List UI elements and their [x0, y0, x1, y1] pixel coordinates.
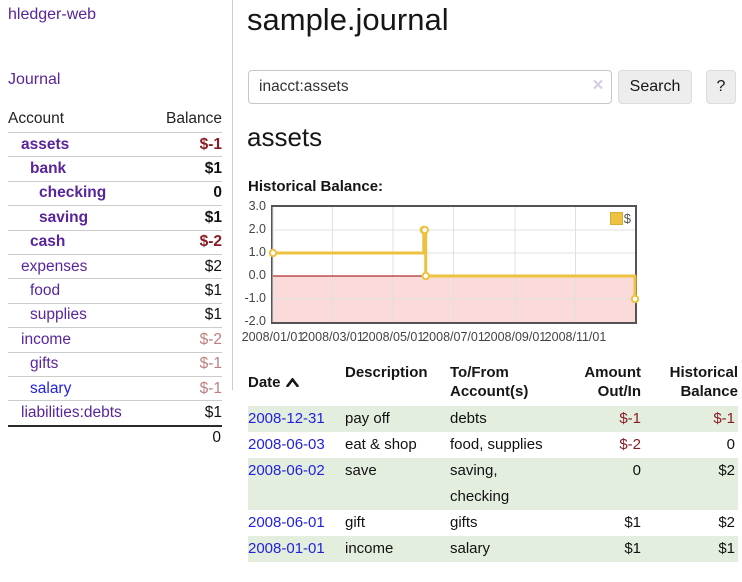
account-balance: $-1 [199, 379, 222, 397]
transaction-description: eat & shop [345, 436, 417, 453]
transaction-balance: $-1 [713, 410, 735, 427]
register-col-balance: Historical Balance [669, 364, 738, 400]
transaction-description: gift [345, 514, 366, 531]
transaction-date-link[interactable]: 2008-12-31 [248, 410, 325, 427]
account-row: assets $-1 [8, 132, 222, 156]
transaction-balance: $2 [718, 462, 735, 479]
account-balance: $1 [204, 403, 222, 421]
sidebar-account-income[interactable]: income [21, 330, 71, 348]
transaction-date-link[interactable]: 2008-01-01 [248, 540, 325, 557]
account-row: income $-2 [8, 327, 222, 351]
transaction-balance: 0 [726, 436, 735, 453]
transaction-accounts: food, supplies [450, 436, 543, 453]
account-row: food $1 [8, 278, 222, 302]
account-row: liabilities:debts $1 [8, 400, 222, 424]
account-balance: $1 [204, 282, 222, 300]
register-row: 2008-12-31 pay off debts $-1 $-1 [248, 406, 738, 432]
account-row: bank $1 [8, 156, 222, 180]
transaction-amount: $1 [624, 514, 641, 531]
transaction-date-link[interactable]: 2008-06-01 [248, 514, 325, 531]
register-row: 2008-01-01 income salary $1 $1 [248, 536, 738, 562]
page-title: sample.journal [247, 2, 449, 37]
help-button[interactable]: ? [706, 70, 736, 104]
account-row: expenses $2 [8, 253, 222, 278]
register-col-description: Description [345, 364, 428, 381]
account-balance: $1 [204, 208, 222, 226]
chart-label: Historical Balance: [248, 178, 384, 195]
accounts-total-value: 0 [212, 428, 221, 446]
register-col-accounts: To/From Account(s) [450, 364, 529, 400]
transaction-description: income [345, 540, 394, 557]
accounts-col-account: Account [8, 110, 65, 127]
legend-swatch-icon [609, 212, 623, 225]
account-balance: $-2 [199, 233, 222, 251]
accounts-table-header: Account Balance [8, 106, 222, 132]
register-row: 2008-06-02 save saving, checking 0 $2 [248, 458, 738, 510]
transaction-date-link[interactable]: 2008-06-02 [248, 462, 325, 479]
account-balance: $-1 [199, 355, 222, 373]
account-row: supplies $1 [8, 302, 222, 327]
transaction-amount: $-2 [619, 436, 641, 453]
transaction-accounts: gifts [450, 514, 478, 531]
sidebar-account-assets[interactable]: assets [21, 135, 70, 153]
account-row: gifts $-1 [8, 351, 222, 376]
transaction-description: save [345, 462, 377, 479]
transaction-amount: $-1 [619, 410, 641, 427]
chart-legend: $ [609, 211, 631, 226]
register-col-date-sort[interactable]: Date [248, 363, 345, 401]
clear-search-icon[interactable]: × [592, 75, 604, 96]
accounts-total-row: 0 [8, 424, 222, 449]
transaction-accounts: salary [450, 540, 491, 557]
sidebar-account-supplies[interactable]: supplies [30, 306, 87, 324]
account-balance: $-2 [199, 330, 222, 348]
sort-ascending-icon [285, 377, 299, 387]
transaction-amount: $1 [624, 540, 641, 557]
account-row: saving $1 [8, 205, 222, 229]
sidebar-account-checking[interactable]: checking [39, 184, 107, 202]
register-col-date-label: Date [248, 373, 281, 391]
account-row: checking 0 [8, 180, 222, 205]
register-table: Date Description To/From Account(s) Amou… [248, 363, 738, 562]
accounts-col-balance: Balance [165, 110, 222, 127]
sidebar-divider [232, 0, 233, 390]
account-row: salary $-1 [8, 375, 222, 400]
sidebar-account-expenses[interactable]: expenses [21, 257, 88, 275]
sidebar-account-saving[interactable]: saving [39, 208, 89, 226]
register-row: 2008-06-03 eat & shop food, supplies $-2… [248, 432, 738, 458]
transaction-date-link[interactable]: 2008-06-03 [248, 436, 325, 453]
app-title-link[interactable]: hledger-web [8, 6, 97, 23]
search-button[interactable]: Search [618, 70, 692, 104]
transaction-accounts: debts [450, 410, 487, 427]
account-balance: 0 [213, 184, 222, 202]
sidebar-account-salary[interactable]: salary [30, 379, 72, 397]
transaction-balance: $2 [718, 514, 735, 531]
historical-balance-chart: $ [268, 205, 640, 324]
transaction-accounts: saving, checking [450, 462, 510, 505]
account-balance: $1 [204, 306, 222, 324]
transaction-balance: $1 [718, 540, 735, 557]
chart-canvas [268, 207, 640, 322]
account-row: cash $-2 [8, 229, 222, 254]
account-heading: assets [247, 122, 323, 152]
sidebar-account-gifts[interactable]: gifts [30, 355, 59, 373]
legend-label: $ [623, 211, 631, 226]
sidebar-item-journal[interactable]: Journal [8, 71, 61, 88]
accounts-sidebar-table: Account Balance assets $-1 bank $1 checkin… [8, 106, 222, 449]
sidebar-account-bank[interactable]: bank [30, 160, 67, 178]
register-header-row: Date Description To/From Account(s) Amou… [248, 363, 738, 406]
sidebar-account-food[interactable]: food [30, 282, 61, 300]
sidebar-account-liabilities-debts[interactable]: liabilities:debts [21, 403, 122, 421]
account-balance: $1 [204, 160, 222, 178]
register-row: 2008-06-01 gift gifts $1 $2 [248, 510, 738, 536]
transaction-description: pay off [345, 410, 390, 427]
account-balance: $-1 [199, 135, 222, 153]
sidebar-account-cash[interactable]: cash [30, 233, 66, 251]
register-col-amount: Amount Out/In [584, 364, 641, 400]
search-input[interactable] [248, 70, 612, 104]
transaction-amount: 0 [632, 462, 641, 479]
account-balance: $2 [204, 257, 222, 275]
